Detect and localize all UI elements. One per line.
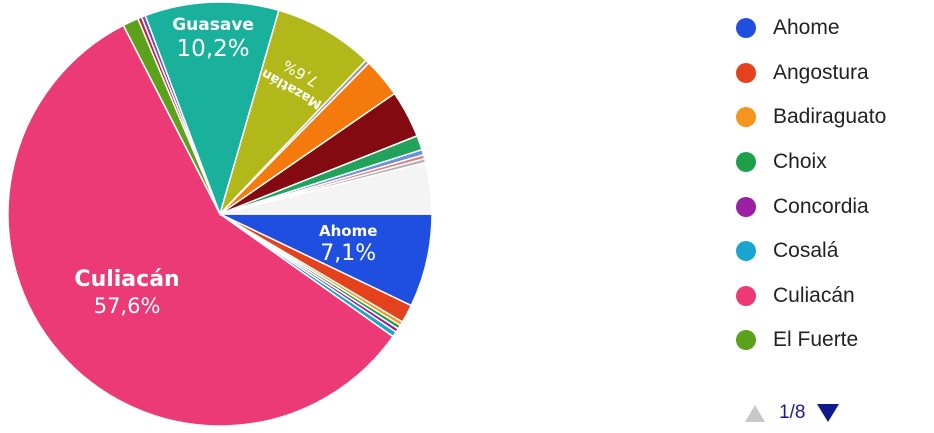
legend-label: Concordia (773, 194, 869, 218)
legend: Ahome Angostura Badiraguato Choix Concordia C… (736, 6, 934, 363)
legend-item-cosal-[interactable]: Cosalá (736, 229, 934, 274)
legend-item-culiac-n[interactable]: Culiacán (736, 274, 934, 319)
legend-item-concordia[interactable]: Concordia (736, 184, 934, 229)
slice-label-percent: 7,1% (320, 241, 376, 266)
pie-slice-guasave[interactable] (144, 1, 280, 217)
page-indicator: 1/8 (779, 402, 806, 423)
legend-item-badiraguato[interactable]: Badiraguato (736, 95, 934, 140)
legend-item-angostura[interactable]: Angostura (736, 51, 934, 96)
pie-chart: Ahome7,1%Culiacán57,6%Guasave10,2%Mazatl… (7, 1, 433, 427)
legend-label: Culiacán (773, 283, 855, 307)
pie-slice-mazatl-n[interactable] (219, 9, 368, 215)
slice-label-name: Guasave (172, 15, 254, 35)
legend-item-choix[interactable]: Choix (736, 140, 934, 185)
legend-label: Badiraguato (773, 105, 887, 129)
slice-label-name: Culiacán (74, 267, 179, 292)
legend-label: Cosalá (773, 239, 839, 263)
legend-label: Choix (773, 150, 827, 174)
legend-swatch (736, 330, 756, 351)
legend-swatch (736, 152, 756, 173)
legend-swatch (736, 196, 756, 217)
pie-slice-19[interactable] (219, 161, 433, 215)
slice-label-percent: 57,6% (94, 294, 161, 318)
legend-swatch (736, 18, 756, 39)
legend-label: Angostura (773, 60, 869, 84)
page-down-icon[interactable] (817, 404, 840, 422)
legend-swatch (736, 241, 756, 262)
slice-label-name: Ahome (319, 222, 377, 240)
legend-swatch (736, 285, 756, 306)
pie-slice-culiac-n[interactable] (7, 24, 395, 427)
page-up-icon[interactable] (745, 404, 765, 422)
legend-item-ahome[interactable]: Ahome (736, 6, 934, 51)
legend-label: El Fuerte (773, 328, 859, 352)
slice-label-percent: 10,2% (177, 36, 250, 62)
legend-label: Ahome (773, 16, 840, 40)
legend-pager: 1/8 (745, 402, 840, 424)
legend-swatch (736, 62, 756, 83)
legend-item-el-fuerte[interactable]: El Fuerte (736, 318, 934, 363)
legend-swatch (736, 107, 756, 128)
